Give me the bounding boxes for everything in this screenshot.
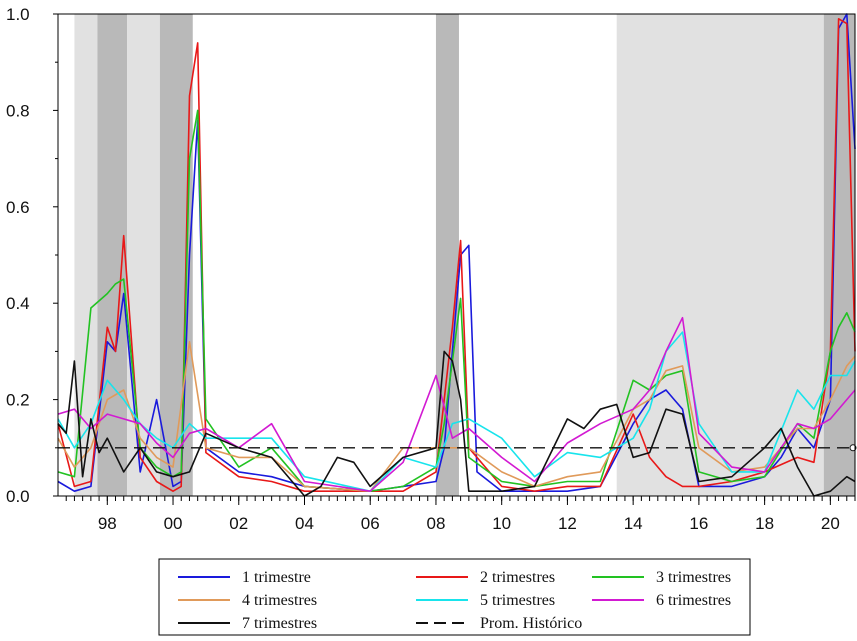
legend-label-8: Prom. Histórico [480, 615, 582, 632]
x-axis: 98 00 02 04 06 08 10 12 14 16 18 20 [65, 496, 856, 533]
series-line-6 [57, 316, 856, 493]
shaded-regions [74, 14, 855, 496]
series-line-5 [57, 331, 856, 493]
x-tick-label: 08 [426, 514, 445, 533]
x-tick-label: 04 [295, 514, 314, 533]
y-tick-label: 0.2 [6, 391, 30, 410]
legend-label-4: 4 trimestres [242, 592, 317, 609]
legend: 1 trimestre 2 trimestres 3 trimestres 4 tri… [158, 558, 751, 636]
x-tick-label: 00 [164, 514, 183, 533]
series-line-3 [57, 109, 856, 493]
y-tick-label: 0.8 [6, 101, 30, 120]
legend-label-2: 2 trimestres [480, 569, 555, 586]
series-line-7 [57, 350, 856, 497]
y-axis: 0.0 0.2 0.4 0.6 0.8 1.0 [6, 5, 58, 506]
x-tick-label: 20 [821, 514, 840, 533]
x-tick-label: 12 [558, 514, 577, 533]
legend-label-6: 6 trimestres [656, 592, 731, 609]
x-tick-label: 02 [229, 514, 248, 533]
y-tick-label: 0.4 [6, 294, 30, 313]
legend-label-7: 7 trimestres [242, 615, 317, 632]
shaded-region-6 [823, 14, 855, 496]
legend-label-1: 1 trimestre [242, 569, 311, 586]
x-tick-label: 18 [755, 514, 774, 533]
shaded-region-2 [127, 14, 160, 496]
x-tick-label: 06 [361, 514, 380, 533]
shaded-region-4 [435, 14, 459, 496]
x-tick-label: 16 [689, 514, 708, 533]
y-tick-label: 0.0 [6, 487, 30, 506]
legend-label-3: 3 trimestres [656, 569, 731, 586]
series-line-2 [57, 17, 856, 493]
y-tick-label: 0.6 [6, 198, 30, 217]
y-tick-label: 1.0 [6, 5, 30, 24]
series-lines [57, 13, 857, 497]
shaded-region-3 [159, 14, 193, 496]
shaded-region-5 [616, 14, 824, 496]
x-tick-label: 14 [624, 514, 643, 533]
x-tick-label: 10 [492, 514, 511, 533]
legend-label-5: 5 trimestres [480, 592, 555, 609]
x-tick-label: 98 [98, 514, 117, 533]
shaded-region-0 [74, 14, 98, 496]
